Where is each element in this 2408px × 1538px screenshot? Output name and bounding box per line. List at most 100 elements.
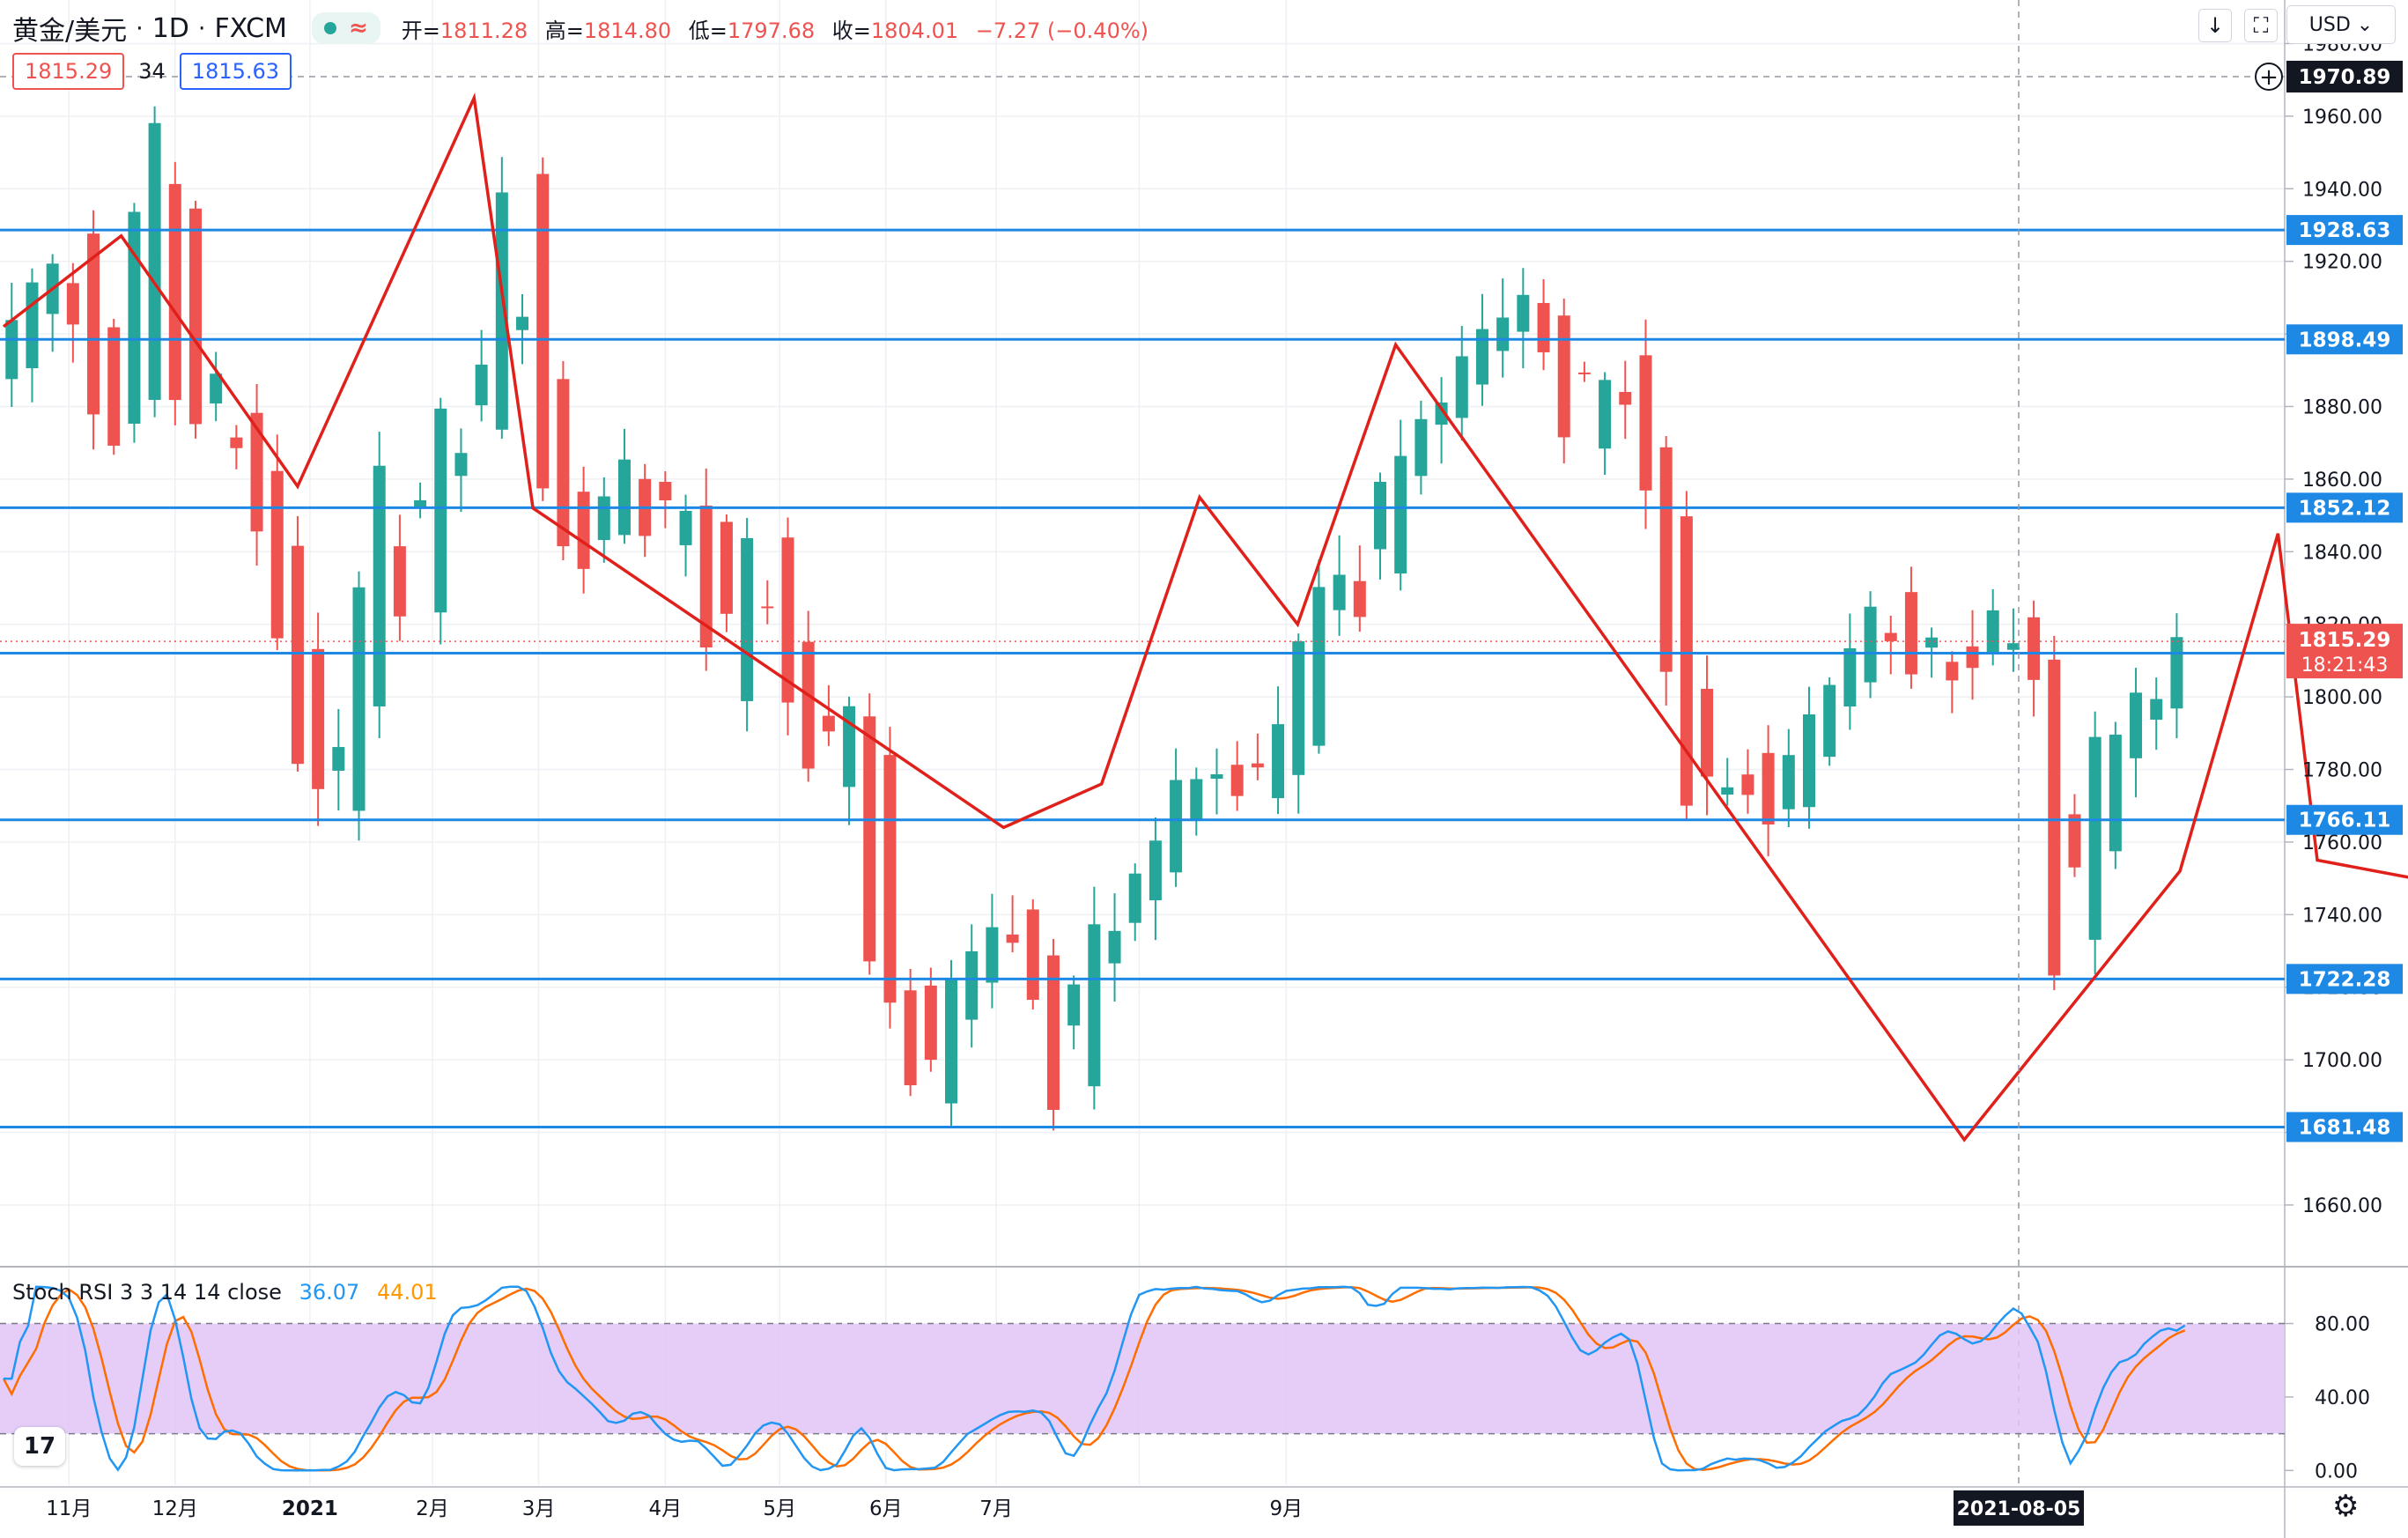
header-separator: · <box>197 14 206 42</box>
chart-header: 黄金/美元 · 1D · FXCM ≈ 开=1811.28 高=1814.80 … <box>12 9 1159 48</box>
candle-body <box>1966 646 1979 669</box>
candle-body <box>781 537 794 703</box>
candle-body <box>924 985 937 1061</box>
candle-body <box>1639 355 1652 491</box>
interval-label[interactable]: 1D <box>151 12 189 44</box>
candle-body <box>659 481 672 501</box>
candle-body <box>250 412 263 532</box>
currency-select[interactable]: USD ⌄ <box>2286 5 2396 44</box>
candle-body <box>1046 955 1060 1110</box>
time-axis-label: 4月 <box>649 1497 683 1520</box>
indicator-legend[interactable]: Stoch RSI 3 3 14 14 close 36.07 44.01 <box>12 1280 438 1305</box>
price-tick-label: 1920.00 <box>2302 252 2382 274</box>
candle-body <box>617 459 631 536</box>
candle-body <box>1904 592 1917 675</box>
candle-body <box>822 715 835 732</box>
candle-body <box>1741 774 1754 795</box>
stoch-d-line <box>2 1286 2186 1472</box>
level-price-tag: 1852.12 <box>2299 497 2391 520</box>
price-tick-label: 1940.00 <box>2302 179 2382 201</box>
indicator-d-value: 44.01 <box>376 1280 438 1305</box>
candle-body <box>495 192 508 430</box>
price-tick-label: 1800.00 <box>2302 687 2382 709</box>
add-alert-icon: + <box>2259 64 2279 91</box>
zigzag-line <box>2 92 2408 1142</box>
spread-value: 34 <box>138 59 166 84</box>
level-price-tag: 1928.63 <box>2299 219 2391 242</box>
candle-body <box>699 505 713 647</box>
fullscreen-icon[interactable]: ⛶ <box>2244 9 2278 42</box>
price-tick-label: 1840.00 <box>2302 542 2382 564</box>
candle-body <box>2028 617 2041 680</box>
candle-body <box>373 465 386 706</box>
candle-body <box>475 364 488 406</box>
candle-body <box>2109 734 2122 852</box>
price-tick-label: 1700.00 <box>2302 1050 2382 1072</box>
candle-body <box>1721 787 1734 795</box>
candle-body <box>1557 315 1570 438</box>
candle-body <box>883 755 897 1003</box>
candle-body <box>414 499 427 508</box>
stoch-band <box>0 1323 2285 1434</box>
level-price-tag <box>2286 1112 2403 1142</box>
candle-body <box>557 379 570 547</box>
price-tick-label: 1880.00 <box>2302 396 2382 418</box>
open-label: 开= <box>401 18 440 43</box>
candle-body <box>66 283 79 325</box>
candle-body <box>761 606 774 609</box>
candle-body <box>1864 606 1877 683</box>
candle-body <box>2048 659 2061 976</box>
candle-body <box>1475 329 1488 385</box>
candle-body <box>188 208 202 425</box>
candle-body <box>1088 924 1101 1087</box>
candle-body <box>393 546 406 617</box>
sell-button[interactable]: 1815.29 <box>12 53 125 90</box>
arrow-down-icon[interactable]: ↓ <box>2198 9 2232 42</box>
candle-body <box>536 174 550 489</box>
time-axis-label: 5月 <box>763 1497 796 1520</box>
candle-body <box>1986 610 1999 654</box>
candle-body <box>516 316 529 330</box>
candle-body <box>312 648 325 789</box>
candle-body <box>1701 688 1714 777</box>
candle-body <box>1802 714 1815 808</box>
level-price-tag <box>2286 324 2403 355</box>
candle-body <box>1230 765 1244 796</box>
header-separator: · <box>136 14 144 42</box>
candle-body <box>1128 873 1141 923</box>
exchange-label: FXCM <box>214 12 287 44</box>
candle-body <box>107 327 121 446</box>
trade-buttons: 1815.29 34 1815.63 <box>12 53 292 90</box>
candle-body <box>1496 317 1510 351</box>
candle-body <box>26 282 39 368</box>
stoch-k-line <box>4 1285 2186 1472</box>
tradingview-logo-icon[interactable]: 17 <box>14 1427 65 1466</box>
open-value: 1811.28 <box>439 18 528 43</box>
candle-body <box>1374 481 1387 550</box>
level-price-tag: 1766.11 <box>2299 810 2391 832</box>
price-tick-label: 1860.00 <box>2302 470 2382 492</box>
candle-body <box>291 545 304 765</box>
stoch-tick-label: 40.00 <box>2315 1387 2370 1409</box>
symbol-name[interactable]: 黄金/美元 <box>12 16 128 47</box>
candle-body <box>1292 640 1305 775</box>
candle-body <box>1435 402 1448 425</box>
time-axis-label: 2月 <box>416 1497 449 1520</box>
candle-body <box>1537 302 1550 352</box>
candle-body <box>741 537 754 701</box>
buy-button[interactable]: 1815.63 <box>179 53 292 90</box>
candle-body <box>1006 934 1019 943</box>
candle-body <box>1946 662 1959 681</box>
candle-body <box>863 716 876 962</box>
time-axis-label: 7月 <box>979 1497 1013 1520</box>
candle-body <box>679 510 692 545</box>
time-axis-label: 3月 <box>522 1497 556 1520</box>
market-status-pill[interactable]: ≈ <box>311 12 380 44</box>
candle-body <box>332 747 345 771</box>
price-tick-label: 1760.00 <box>2302 832 2382 854</box>
gear-icon[interactable]: ⚙ <box>2332 1489 2360 1524</box>
candle-body <box>230 437 243 448</box>
candle-body <box>5 320 18 380</box>
candle-body <box>2006 643 2020 650</box>
